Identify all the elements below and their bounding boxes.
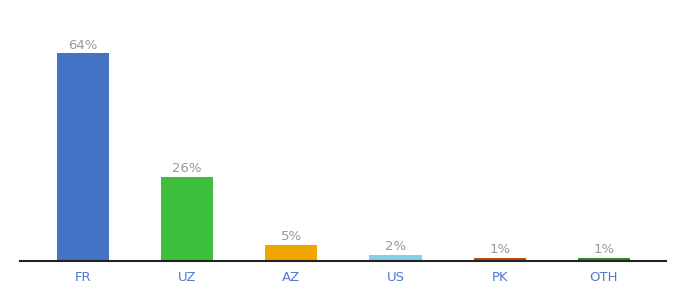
Bar xyxy=(578,258,630,261)
Bar xyxy=(474,258,526,261)
Text: 1%: 1% xyxy=(594,243,615,256)
Bar xyxy=(265,245,318,261)
Text: 26%: 26% xyxy=(172,162,202,175)
Text: 5%: 5% xyxy=(281,230,302,243)
Text: 1%: 1% xyxy=(489,243,510,256)
Bar xyxy=(57,53,109,261)
Text: 2%: 2% xyxy=(385,240,406,253)
Text: 64%: 64% xyxy=(68,39,98,52)
Bar xyxy=(161,177,213,261)
Bar xyxy=(369,254,422,261)
